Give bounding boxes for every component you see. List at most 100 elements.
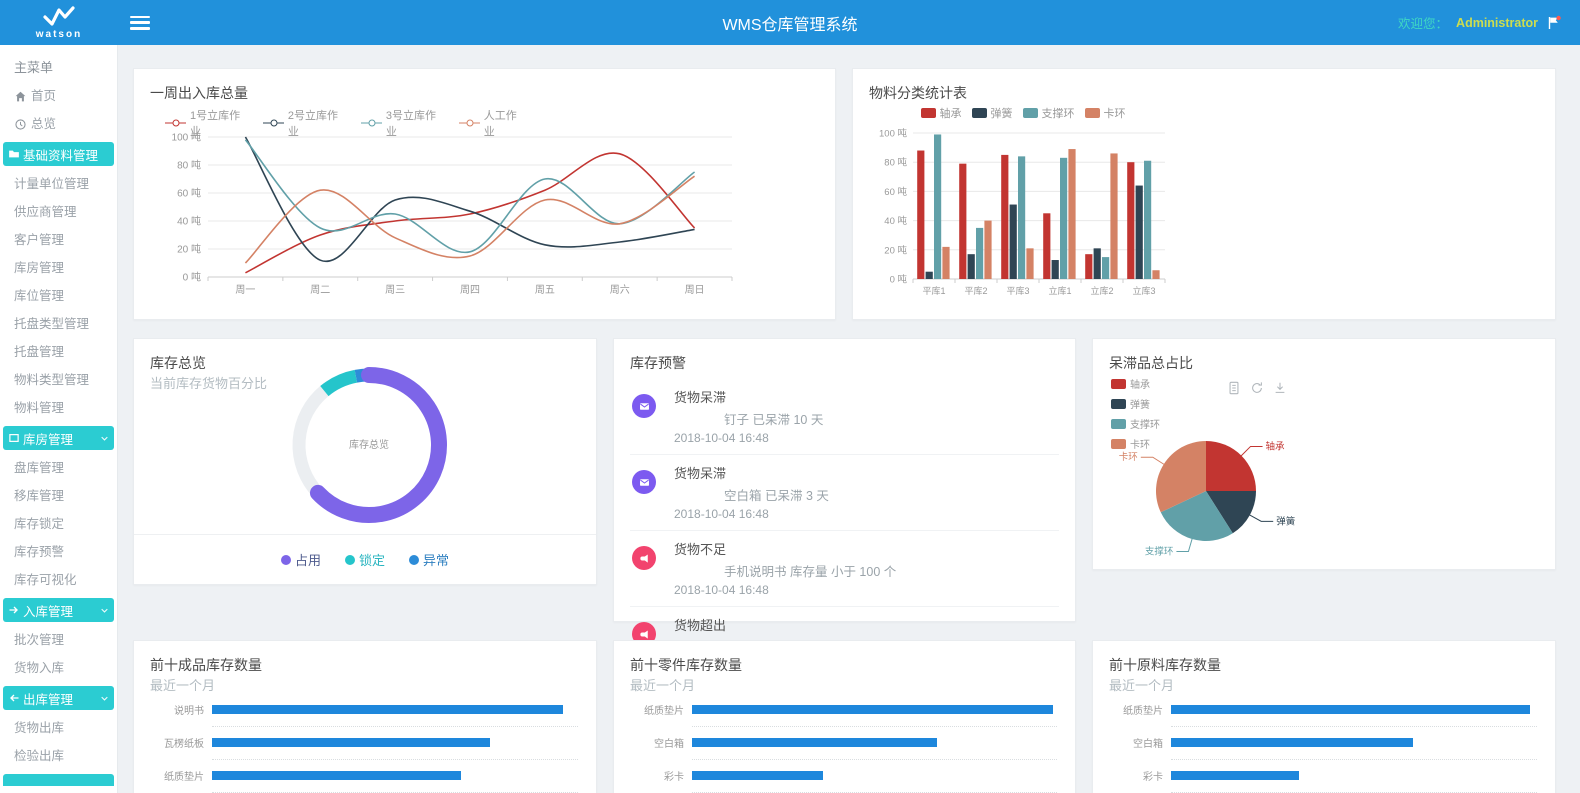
sidebar-item-库位管理[interactable]: 库位管理 xyxy=(0,282,117,310)
hbar-bar[interactable] xyxy=(692,704,1054,714)
sidebar-item-总览[interactable]: 总览 xyxy=(0,110,117,138)
line-series-0 xyxy=(245,152,696,274)
hbar-row: 纸质垫片 xyxy=(626,693,1057,727)
sidebar-item-供应商管理[interactable]: 供应商管理 xyxy=(0,198,117,226)
donut-track xyxy=(292,386,329,498)
refresh-icon[interactable] xyxy=(1250,381,1264,395)
hbar-bar[interactable] xyxy=(1171,704,1530,714)
pie-label-line xyxy=(1140,456,1165,466)
chevron-down-icon xyxy=(100,434,109,443)
sidebar-section-基础资料管理[interactable]: 基础资料管理 xyxy=(3,142,114,166)
sidebar-item-托盘管理[interactable]: 托盘管理 xyxy=(0,338,117,366)
y-tick-label: 100 吨 xyxy=(172,131,201,144)
notification-flag-icon[interactable] xyxy=(1546,15,1562,31)
legend-item[interactable]: 异常 xyxy=(409,550,449,569)
y-tick-label: 100 吨 xyxy=(879,128,907,140)
sidebar-section-出库管理[interactable]: 出库管理 xyxy=(3,686,114,710)
panel-subtitle: 最近一个月 xyxy=(150,678,216,693)
sidebar-item-label: 物料类型管理 xyxy=(14,373,90,387)
line-series-3 xyxy=(244,175,696,264)
legend-item[interactable]: 卡环 xyxy=(1084,105,1126,121)
bar-弹簧-平库3 xyxy=(1009,204,1017,279)
x-tick-label: 周三 xyxy=(385,284,405,296)
sidebar-item-库存锁定[interactable]: 库存锁定 xyxy=(0,510,117,538)
y-tick-label: 20 吨 xyxy=(884,244,907,256)
panel-title: 物料分类统计表 xyxy=(869,85,967,101)
hbar-bar[interactable] xyxy=(692,737,937,747)
username[interactable]: Administrator xyxy=(1456,15,1538,30)
bar-轴承-立库3 xyxy=(1127,162,1135,279)
sidebar-item-盘库管理[interactable]: 盘库管理 xyxy=(0,454,117,482)
bar-支撑环-立库3 xyxy=(1144,160,1152,279)
pie-legend: 轴承 弹簧 支撑环 卡环 xyxy=(1111,376,1160,451)
sidebar-item-计量单位管理[interactable]: 计量单位管理 xyxy=(0,170,117,198)
sidebar-section-入库管理[interactable]: 入库管理 xyxy=(3,598,114,622)
legend-item[interactable]: 支撑环 xyxy=(1111,416,1160,431)
sidebar-item-批次管理[interactable]: 批次管理 xyxy=(0,626,117,654)
legend-item[interactable]: 弹簧 xyxy=(971,105,1013,121)
sidebar-item-库存预警[interactable]: 库存预警 xyxy=(0,538,117,566)
sidebar-item-移库管理[interactable]: 移库管理 xyxy=(0,482,117,510)
hbar-bar[interactable] xyxy=(1171,770,1300,780)
alert-item[interactable]: 货物不足 手机说明书 库存量 小于 100 个 2018-10-04 16:48 xyxy=(630,530,1059,606)
legend-item[interactable]: 支撑环 xyxy=(1022,105,1075,121)
hbar-row: 纸质垫片 xyxy=(146,759,578,793)
alert-item[interactable]: 货物呆滞 钉子 已呆滞 10 天 2018-10-04 16:48 xyxy=(630,379,1059,454)
bar-轴承-平库1 xyxy=(917,150,925,279)
y-tick-label: 60 吨 xyxy=(884,186,907,198)
alert-title: 货物呆滞 xyxy=(674,466,727,481)
legend-item[interactable]: 1号立库作业 xyxy=(164,107,246,139)
hbar-row: 彩卡 xyxy=(1105,759,1537,793)
legend-item[interactable]: 人工作业 xyxy=(458,107,524,139)
sidebar-item-库房管理[interactable]: 库房管理 xyxy=(0,254,117,282)
hbar-bar[interactable] xyxy=(212,737,491,747)
legend-swatch xyxy=(1111,378,1126,389)
sidebar-item-托盘类型管理[interactable]: 托盘类型管理 xyxy=(0,310,117,338)
legend-item[interactable]: 3号立库作业 xyxy=(360,107,442,139)
hbar-chart: 说明书瓦楞纸板纸质垫片空白箱 xyxy=(146,693,578,793)
alert-list: 货物呆滞 钉子 已呆滞 10 天 2018-10-04 16:48 货物呆滞 空白箱 已… xyxy=(630,379,1059,682)
sidebar-item-首页[interactable]: 首页 xyxy=(0,82,117,110)
legend-item[interactable]: 锁定 xyxy=(344,550,385,569)
sidebar-item-库存可视化[interactable]: 库存可视化 xyxy=(0,566,117,594)
panel-title: 库存预警 xyxy=(630,355,686,371)
sidebar-item-货物出库[interactable]: 货物出库 xyxy=(0,714,117,742)
legend-swatch xyxy=(1022,108,1038,118)
alert-timestamp: 2018-10-04 16:48 xyxy=(674,507,769,521)
sidebar-item-检验出库[interactable]: 检验出库 xyxy=(0,742,117,770)
sidebar-item-label: 货物入库 xyxy=(14,661,65,675)
sidebar-section-partial[interactable] xyxy=(3,774,114,786)
folder-icon xyxy=(8,148,20,160)
sidebar-section-库房管理[interactable]: 库房管理 xyxy=(3,426,114,450)
hbar-bar[interactable] xyxy=(692,770,824,780)
hbar-bar[interactable] xyxy=(212,770,461,780)
x-tick-label: 周六 xyxy=(610,284,630,296)
panel-top-parts: 前十零件库存数量 最近一个月 纸质垫片空白箱彩卡说明书 xyxy=(613,640,1076,793)
legend-item[interactable]: 弹簧 xyxy=(1111,396,1160,411)
legend-item[interactable]: 占用 xyxy=(280,550,321,569)
legend-item[interactable]: 卡环 xyxy=(1111,436,1160,451)
download-icon[interactable] xyxy=(1273,381,1287,395)
hbar-track xyxy=(1171,726,1537,760)
sidebar: 主菜单 首页 总览 基础资料管理 计量单位管理 供应商管理 客户管理 库房管理 库位管理 托盘类… xyxy=(0,45,118,793)
hbar-row: 瓦楞纸板 xyxy=(146,726,578,760)
brand-logo[interactable]: watson xyxy=(0,0,118,45)
bar-弹簧-立库2 xyxy=(1093,248,1101,279)
legend-item[interactable]: 2号立库作业 xyxy=(262,107,344,139)
sidebar-item-物料类型管理[interactable]: 物料类型管理 xyxy=(0,366,117,394)
legend-item[interactable]: 轴承 xyxy=(920,105,962,121)
sidebar-item-货物入库[interactable]: 货物入库 xyxy=(0,654,117,682)
sidebar-item-客户管理[interactable]: 客户管理 xyxy=(0,226,117,254)
sidebar-item-物料管理[interactable]: 物料管理 xyxy=(0,394,117,422)
bar-卡环-立库1 xyxy=(1068,149,1076,279)
alert-title: 货物呆滞 xyxy=(674,390,727,405)
legend-item[interactable]: 轴承 xyxy=(1111,376,1160,391)
brand-name: watson xyxy=(35,28,83,40)
alert-item[interactable]: 货物呆滞 空白箱 已呆滞 3 天 2018-10-04 16:48 xyxy=(630,454,1059,530)
hbar-bar[interactable] xyxy=(212,704,564,714)
hbar-bar[interactable] xyxy=(1171,737,1413,747)
data-view-icon[interactable] xyxy=(1227,381,1241,395)
bar-卡环-平库2 xyxy=(984,220,992,279)
menu-toggle-icon[interactable] xyxy=(130,15,150,30)
hbar-track xyxy=(1171,759,1537,793)
